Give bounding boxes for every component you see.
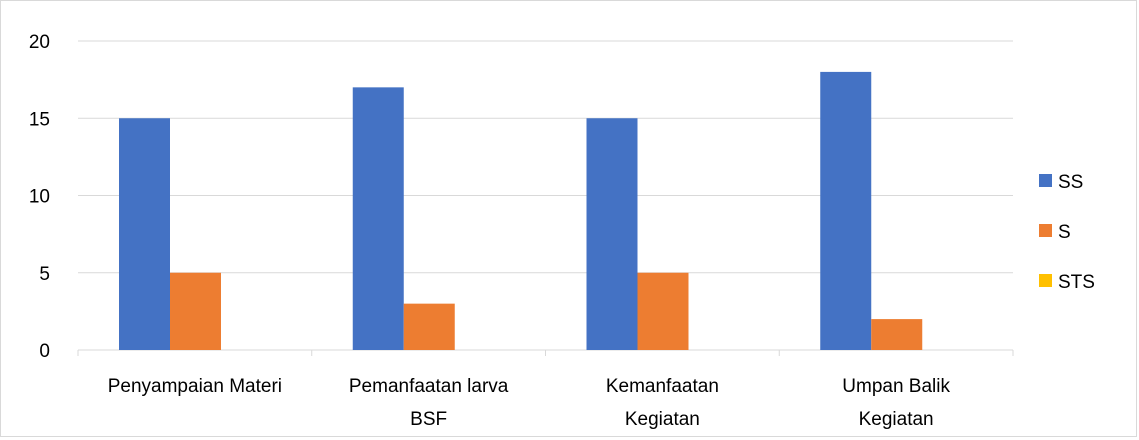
legend-label-s: S (1058, 222, 1071, 243)
x-category-label-3-1: Kegiatan (859, 409, 934, 430)
bar-ss-3 (820, 71, 872, 351)
legend-label-ss: SS (1058, 172, 1083, 193)
bar-s-0 (170, 272, 221, 350)
y-tick-label-15: 15 (29, 109, 50, 130)
legend-swatch-s (1039, 224, 1052, 237)
bar-s-3 (871, 319, 923, 350)
bar-ss-2 (586, 118, 638, 350)
bar-s-1 (403, 303, 455, 350)
legend-swatch-ss (1039, 174, 1052, 187)
bar-ss-1 (352, 87, 404, 350)
x-category-label-1-0: Pemanfaatan larva (349, 376, 509, 397)
y-tick-label-0: 0 (39, 341, 50, 362)
bar-s-2 (637, 272, 689, 350)
x-category-label-3-0: Umpan Balik (842, 376, 950, 397)
y-tick-label-10: 10 (29, 187, 50, 208)
legend-swatch-sts (1039, 274, 1052, 287)
x-category-label-2-0: Kemanfaatan (606, 376, 719, 397)
y-tick-label-20: 20 (29, 32, 50, 53)
legend-label-sts: STS (1058, 272, 1095, 293)
x-category-label-1-1: BSF (410, 409, 447, 430)
x-category-label-2-1: Kegiatan (625, 409, 700, 430)
bar-ss-0 (119, 118, 170, 350)
y-tick-label-5: 5 (39, 264, 50, 285)
x-category-label-0-0: Penyampaian Materi (108, 376, 282, 397)
